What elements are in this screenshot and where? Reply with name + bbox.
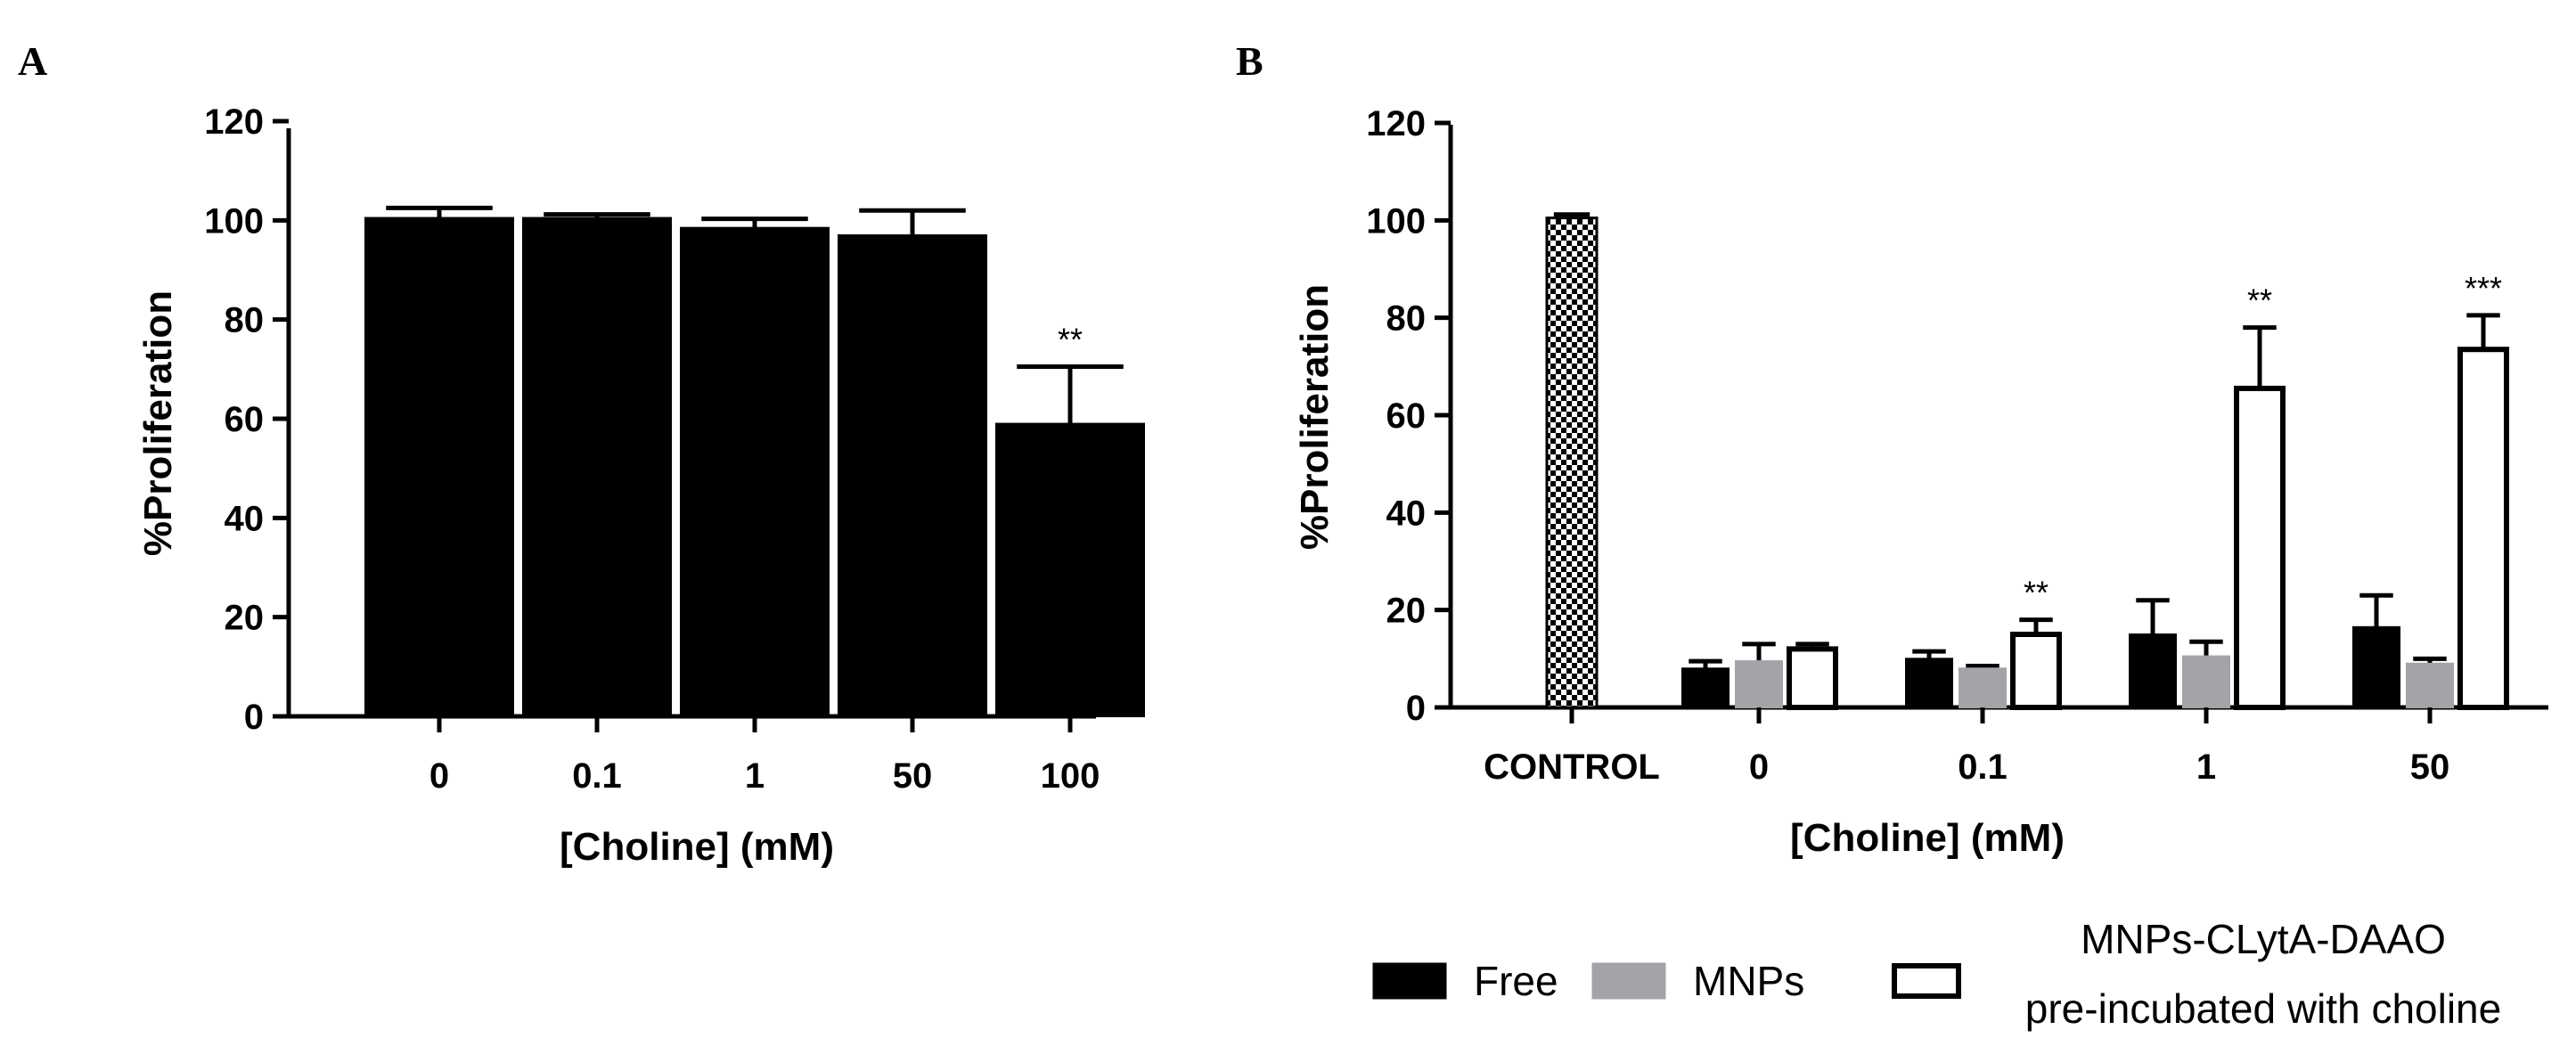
panel-a-x-tick-label: 100 [1041, 756, 1100, 796]
panel-b-bar-free-1 [2129, 633, 2177, 708]
panel-a-y-axis-title: %Proliferation [136, 290, 180, 556]
panel-a-bar-0 [364, 217, 514, 718]
panel-b-bar-control [1545, 217, 1599, 709]
panel-b-x-tick-label: 50 [2410, 748, 2450, 787]
panel-a-y-tick-label: 60 [225, 400, 265, 439]
legend-swatch-mnps-clyta-daao [1892, 963, 1961, 999]
panel-b-x-tick-label: 1 [2196, 748, 2216, 787]
panel-b-bar-free-0-1 [1905, 658, 1953, 708]
panel-b-x-tick-label: 0.1 [1958, 748, 2008, 787]
panel-b-bar-mnps-clyta-daao-0-1-significance: ** [2024, 575, 2049, 611]
panel-b-bar-free-0 [1681, 667, 1730, 708]
legend-label-mnps-clyta-daao-line2: pre-incubated with choline [2025, 985, 2501, 1032]
panel-a-x-tick-label: 0 [429, 756, 449, 796]
panel-a-x-tick-label: 0.1 [572, 756, 622, 796]
panel-a-bar-1 [680, 226, 830, 717]
panel-label-b: B [1236, 38, 1263, 84]
panel-a-bar-100-significance: ** [1058, 322, 1083, 358]
legend-swatch-mnps [1591, 962, 1666, 1000]
panel-a-chart: %Proliferation [Choline] (mM) 0 20 40 60 80 1… [136, 102, 1145, 869]
panel-b-y-tick-label: 120 [1366, 104, 1426, 143]
panel-b-y-tick-label: 100 [1366, 201, 1426, 241]
panel-a-y-tick-label: 80 [225, 301, 265, 340]
panel-b-bar-mnps-clyta-daao-0 [1787, 646, 1838, 711]
panel-a-y-tick-label: 120 [204, 102, 264, 142]
panel-b-y-tick-label: 60 [1386, 396, 1427, 436]
panel-b-bar-mnps-clyta-daao-50 [2457, 347, 2509, 710]
panel-a-x-tick-label: 50 [893, 756, 933, 796]
legend-label-mnps-clyta-daao-line1: MNPs-CLytA-DAAO [2081, 916, 2446, 962]
panel-a-x-axis-title: [Choline] (mM) [560, 825, 834, 869]
panel-a-bar-0-1 [522, 217, 672, 718]
panel-label-a: A [18, 38, 47, 84]
legend: Free MNPs MNPs-CLytA-DAAO pre-incubated … [1372, 916, 2501, 1032]
panel-b-bar-mnps-clyta-daao-1-significance: ** [2247, 282, 2272, 319]
panel-b-bar-mnps-1 [2182, 655, 2230, 708]
panel-b-y-tick-label: 80 [1386, 299, 1427, 339]
legend-label-free: Free [1474, 958, 1558, 1004]
panel-b-y-tick-label: 20 [1386, 592, 1427, 631]
panel-b-bar-mnps-clyta-daao-0-1 [2010, 632, 2062, 710]
panel-b-x-tick-label: CONTROL [1484, 748, 1660, 787]
panel-a-y-tick-label: 20 [225, 599, 265, 638]
panel-b-bar-mnps-0 [1735, 660, 1783, 708]
panel-a-y-tick-label: 40 [225, 499, 265, 538]
panel-b-bar-mnps-0-1 [1959, 667, 2007, 708]
panel-a-bar-100 [995, 422, 1145, 717]
panel-b-bar-mnps-clyta-daao-50-significance: *** [2465, 270, 2502, 306]
panel-b-y-axis-title: %Proliferation [1293, 284, 1337, 550]
panel-b-bar-mnps-clyta-daao-1 [2234, 385, 2286, 710]
panel-b-y-tick-label: 0 [1406, 689, 1426, 728]
legend-label-mnps: MNPs [1693, 958, 1804, 1004]
panel-b-bar-free-50 [2352, 625, 2400, 708]
panel-b-chart: %Proliferation [Choline] (mM) 0 20 40 60 80 1… [1293, 104, 2548, 860]
panel-a-x-tick-label: 1 [745, 756, 765, 796]
panel-a-y-tick-label: 0 [244, 698, 264, 737]
panel-b-x-axis-title: [Choline] (mM) [1790, 816, 2065, 860]
panel-a-bar-50 [838, 234, 987, 717]
panel-b-x-tick-label: 0 [1749, 748, 1769, 787]
panel-b-bar-mnps-50 [2406, 662, 2454, 708]
panel-b-y-tick-label: 40 [1386, 494, 1427, 533]
legend-swatch-free [1372, 962, 1447, 1000]
panel-a-y-tick-label: 100 [204, 201, 264, 241]
